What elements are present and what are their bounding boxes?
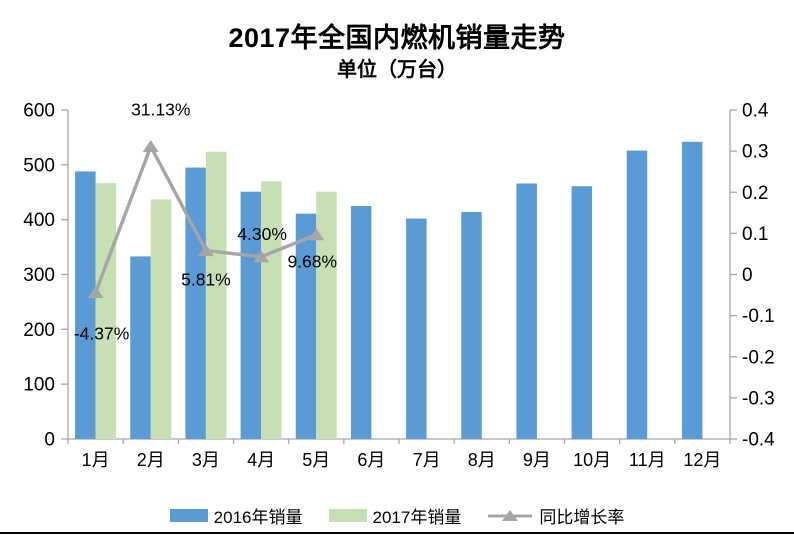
svg-text:-0.2: -0.2 (742, 347, 775, 368)
svg-text:-0.3: -0.3 (742, 388, 775, 409)
svg-text:4.30%: 4.30% (237, 224, 287, 244)
legend-swatch-2016-icon (169, 509, 208, 522)
svg-text:11月: 11月 (629, 450, 666, 470)
svg-text:3月: 3月 (192, 450, 220, 470)
svg-text:2月: 2月 (137, 450, 165, 470)
svg-text:8月: 8月 (468, 450, 496, 470)
svg-text:0.2: 0.2 (742, 183, 768, 204)
svg-text:400: 400 (23, 210, 55, 231)
bottom-divider (0, 532, 794, 534)
svg-text:0: 0 (44, 430, 55, 451)
svg-text:300: 300 (23, 265, 55, 286)
legend-item-2017[interactable]: 2017年销量 (328, 503, 462, 528)
svg-text:1月: 1月 (82, 450, 110, 470)
legend-item-2016[interactable]: 2016年销量 (169, 503, 303, 528)
legend-label-growth: 同比增长率 (539, 508, 625, 527)
svg-text:-0.4: -0.4 (742, 430, 775, 451)
legend-item-growth[interactable]: 同比增长率 (487, 503, 624, 528)
svg-text:0.1: 0.1 (742, 224, 768, 245)
svg-text:9月: 9月 (523, 450, 551, 470)
svg-text:31.13%: 31.13% (131, 99, 190, 119)
svg-text:7月: 7月 (413, 450, 441, 470)
svg-text:600: 600 (23, 101, 55, 122)
svg-text:200: 200 (23, 320, 55, 341)
svg-text:5.81%: 5.81% (181, 270, 231, 290)
svg-text:6月: 6月 (357, 450, 385, 470)
svg-text:500: 500 (23, 155, 55, 176)
chart-legend: 2016年销量 2017年销量 同比增长率 (0, 503, 794, 528)
legend-label-2017: 2017年销量 (372, 508, 462, 527)
legend-line-marker-icon (488, 509, 533, 521)
svg-text:0.3: 0.3 (742, 142, 768, 163)
legend-label-2016: 2016年销量 (213, 508, 303, 527)
svg-text:-4.37%: -4.37% (74, 323, 129, 343)
legend-swatch-2017-icon (328, 509, 367, 522)
svg-text:12月: 12月 (683, 450, 721, 470)
svg-text:0.4: 0.4 (742, 101, 769, 122)
svg-text:9.68%: 9.68% (287, 252, 337, 272)
chart-title: 2017年全国内燃机销量走势 (228, 23, 566, 53)
svg-text:100: 100 (23, 375, 55, 396)
svg-text:0: 0 (742, 265, 753, 286)
svg-text:5月: 5月 (302, 450, 330, 470)
svg-text:10月: 10月 (573, 450, 611, 470)
chart-unit-subtitle: 单位（万台） (337, 59, 457, 81)
combo-bar-line-chart: 600 500 400 300 200 100 0 0.4 0.3 0.2 0.1 0 -0.1 -0.2… (23, 99, 775, 470)
svg-text:-0.1: -0.1 (742, 306, 775, 327)
svg-text:4月: 4月 (247, 450, 275, 470)
